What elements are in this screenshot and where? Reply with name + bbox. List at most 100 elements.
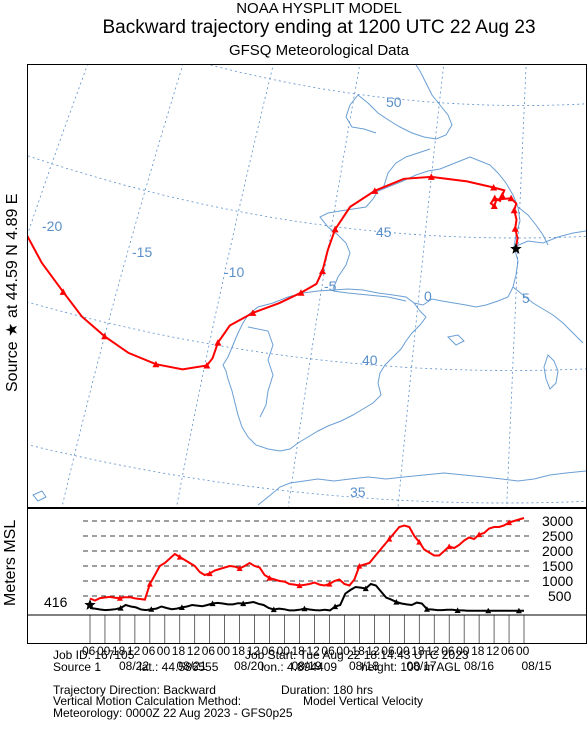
lat-label: 35 bbox=[350, 484, 366, 500]
hour-label: 00 bbox=[276, 644, 290, 658]
source-prefix: Source bbox=[4, 341, 21, 392]
border-portugal bbox=[247, 326, 274, 418]
hour-label: 12 bbox=[246, 644, 260, 658]
coastline-madeira bbox=[32, 490, 47, 502]
source-height: height: 100 m AGL bbox=[361, 659, 461, 674]
hour-label: 12 bbox=[306, 644, 320, 658]
trajectory-marker bbox=[427, 173, 435, 180]
coastline-uk-west bbox=[345, 94, 377, 134]
altitude-msl-marker bbox=[146, 581, 153, 587]
date-label: 08/19 bbox=[291, 659, 322, 673]
hour-label: 18 bbox=[111, 644, 126, 658]
profile-y-labels: 3000 2500 2000 1500 1000 500 bbox=[542, 513, 573, 604]
meridian-line bbox=[61, 65, 184, 507]
trajectory-marker bbox=[491, 194, 499, 202]
coastline-uk bbox=[357, 65, 453, 140]
trajectory-marker bbox=[511, 225, 519, 232]
trajectory-marker bbox=[203, 361, 211, 369]
trajectory-marker bbox=[318, 267, 326, 275]
meridian-line bbox=[397, 65, 445, 507]
altitude-label: 1500 bbox=[542, 558, 573, 574]
trajectory-map: -20 -15 -10 -5 0 5 50 45 40 35 bbox=[27, 64, 587, 508]
altitude-msl-marker bbox=[206, 570, 213, 577]
altitude-msl-marker bbox=[446, 543, 453, 550]
height-agl-marker bbox=[178, 604, 185, 610]
trajectory-marker bbox=[490, 183, 498, 191]
trajectory-title: Backward trajectory ending at 1200 UTC 2… bbox=[102, 17, 536, 38]
job-start: Job Start: Tue Aug 22 18:14:43 UTC 2023 bbox=[245, 648, 469, 662]
height-agl-marker bbox=[209, 600, 216, 607]
vertical-profile: 3000 2500 2000 1500 1000 500 416 bbox=[27, 508, 587, 644]
lat-label: 50 bbox=[386, 94, 402, 110]
trajectory-marker bbox=[59, 288, 67, 295]
trajectory-marker bbox=[101, 332, 109, 340]
height-agl-marker bbox=[362, 585, 369, 592]
altitude-msl-marker bbox=[356, 563, 363, 569]
height-agl-line bbox=[89, 582, 524, 612]
hour-label: 18 bbox=[411, 644, 425, 658]
altitude-msl-marker bbox=[416, 539, 423, 545]
altitude-msl-marker bbox=[236, 565, 243, 571]
date-label: 08/22 bbox=[119, 659, 150, 673]
parallel-line bbox=[28, 155, 586, 239]
meridian-line bbox=[28, 65, 114, 507]
start-altitude-label: 416 bbox=[44, 594, 68, 610]
altitude-label: 2000 bbox=[542, 543, 573, 559]
hour-label: 12 bbox=[426, 644, 440, 658]
model-title: NOAA HYSPLIT MODEL bbox=[236, 0, 402, 17]
altitude-msl-marker bbox=[296, 582, 303, 589]
coastlines-and-borders bbox=[32, 65, 586, 506]
date-label: 08/18 bbox=[349, 659, 380, 673]
hour-label: 18 bbox=[171, 644, 186, 658]
date-label: 08/16 bbox=[464, 659, 495, 673]
hour-label: 00 bbox=[456, 644, 470, 658]
job-info-footer: Job ID: 167105 Job Start: Tue Aug 22 18:… bbox=[27, 648, 587, 720]
hour-label: 00 bbox=[516, 644, 530, 658]
trajectory-marker bbox=[371, 187, 379, 194]
meridian-line bbox=[176, 65, 274, 507]
date-label: 08/15 bbox=[521, 659, 552, 673]
hour-label: 06 bbox=[82, 644, 96, 658]
altitude-msl-marker bbox=[326, 581, 333, 587]
trajectory-path bbox=[28, 175, 519, 371]
hour-label: 18 bbox=[471, 644, 485, 658]
hour-label: 06 bbox=[201, 644, 216, 658]
coastline-italy bbox=[512, 286, 584, 344]
date-label: 08/20 bbox=[234, 659, 265, 673]
hour-label: 06 bbox=[441, 644, 455, 658]
hour-label: 06 bbox=[381, 644, 395, 658]
lat-label: 40 bbox=[362, 352, 378, 368]
profile-grid bbox=[83, 520, 533, 597]
height-agl-marker bbox=[117, 605, 124, 611]
height-agl-marker bbox=[148, 606, 155, 612]
hour-label: 06 bbox=[321, 644, 335, 658]
altitude-label: 1000 bbox=[542, 573, 573, 589]
trajectory-marker bbox=[498, 192, 506, 199]
altitude-msl-marker bbox=[476, 531, 483, 538]
hour-label: 18 bbox=[351, 644, 365, 658]
grid-labels: -20 -15 -10 -5 0 5 50 45 40 35 bbox=[42, 94, 530, 500]
height-agl-marker bbox=[393, 599, 400, 605]
altitude-msl-marker bbox=[386, 536, 393, 542]
profile-series bbox=[84, 517, 525, 614]
border-france-east bbox=[517, 206, 549, 246]
source-location-label: Source ★ at 44.59 N 4.89 E bbox=[2, 194, 22, 392]
coastline-channel bbox=[382, 148, 431, 190]
height-agl-marker bbox=[515, 607, 522, 614]
hour-label: 18 bbox=[291, 644, 305, 658]
source-star-icon: ★ bbox=[4, 322, 21, 337]
hour-label: 06 bbox=[141, 644, 156, 658]
trajectory-marker bbox=[297, 289, 305, 296]
height-agl-marker bbox=[270, 606, 277, 613]
trajectory-direction: Trajectory Direction: Backward bbox=[53, 682, 216, 697]
lat-label: 45 bbox=[376, 224, 392, 240]
hour-label: 00 bbox=[396, 644, 410, 658]
meridian-line bbox=[287, 65, 361, 507]
hour-label: 12 bbox=[126, 644, 141, 658]
hour-label: 06 bbox=[501, 644, 515, 658]
hour-label: 00 bbox=[336, 644, 350, 658]
hour-label: 00 bbox=[216, 644, 231, 658]
trajectory-layer bbox=[28, 173, 522, 371]
date-label: 08/17 bbox=[406, 659, 437, 673]
lon-label: 5 bbox=[522, 290, 530, 306]
